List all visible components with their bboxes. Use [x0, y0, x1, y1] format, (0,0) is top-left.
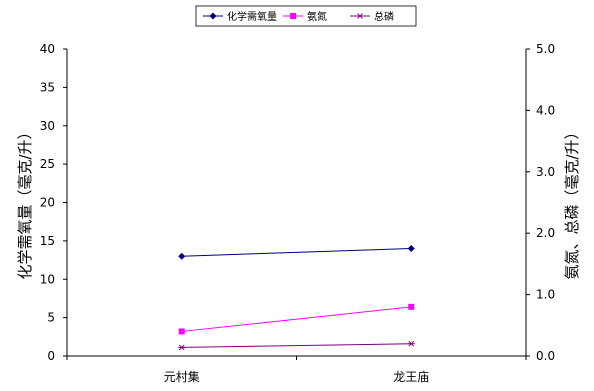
- y-right-tick-label: 4.0: [536, 103, 555, 117]
- y-left-tick-label: 35: [40, 80, 55, 94]
- legend-label: 化学需氧量: [227, 10, 277, 23]
- legend-label: 总磷: [374, 10, 394, 23]
- legend-box: [195, 5, 417, 27]
- y-axis-right: 0.0 1.0 2.0 3.0 4.0 5.0: [525, 42, 555, 363]
- y-left-tick-label: 40: [40, 42, 55, 56]
- data-point: [178, 344, 186, 351]
- data-point: [178, 252, 186, 260]
- y-axis-left-title: 化学需氧量（毫克/升）: [16, 124, 34, 279]
- y-left-tick-label: 10: [40, 272, 55, 286]
- x-tick-label: 龙王庙: [393, 370, 429, 384]
- legend: 化学需氧量 氨氮 总磷: [195, 5, 417, 27]
- series-group: [178, 340, 415, 351]
- y-axis-left: 0 5 10 15 20 25 30 35 40: [40, 42, 68, 363]
- data-point: [178, 328, 185, 335]
- y-left-tick-label: 5: [47, 311, 55, 325]
- data-point: [407, 340, 415, 347]
- series-group: [178, 245, 415, 260]
- y-left-tick-label: 20: [40, 196, 55, 210]
- y-axis-right-title: 氨氮、总磷（毫克/升）: [563, 124, 581, 279]
- y-right-tick-label: 5.0: [536, 42, 555, 56]
- y-right-tick-label: 2.0: [536, 226, 555, 240]
- y-left-tick-label: 0: [47, 349, 55, 363]
- y-right-tick-label: 1.0: [536, 288, 555, 302]
- y-right-tick-label: 0.0: [536, 349, 555, 363]
- series-layer: [178, 245, 415, 351]
- y-left-tick-label: 30: [40, 119, 55, 133]
- y-right-tick-label: 3.0: [536, 165, 555, 179]
- x-axis: 元村集 龙王庙: [66, 355, 527, 384]
- series-line: [181, 248, 412, 257]
- y-left-tick-label: 25: [40, 157, 55, 171]
- series-group: [178, 303, 415, 335]
- y-left-tick-label: 15: [40, 234, 55, 248]
- series-line: [181, 343, 412, 348]
- legend-marker: [356, 13, 364, 19]
- data-point: [407, 245, 415, 253]
- data-point: [408, 303, 415, 310]
- series-line: [181, 306, 412, 332]
- legend-marker: [290, 13, 296, 19]
- legend-marker: [209, 12, 217, 20]
- x-tick-label: 元村集: [164, 369, 200, 384]
- legend-label: 氨氮: [307, 10, 327, 23]
